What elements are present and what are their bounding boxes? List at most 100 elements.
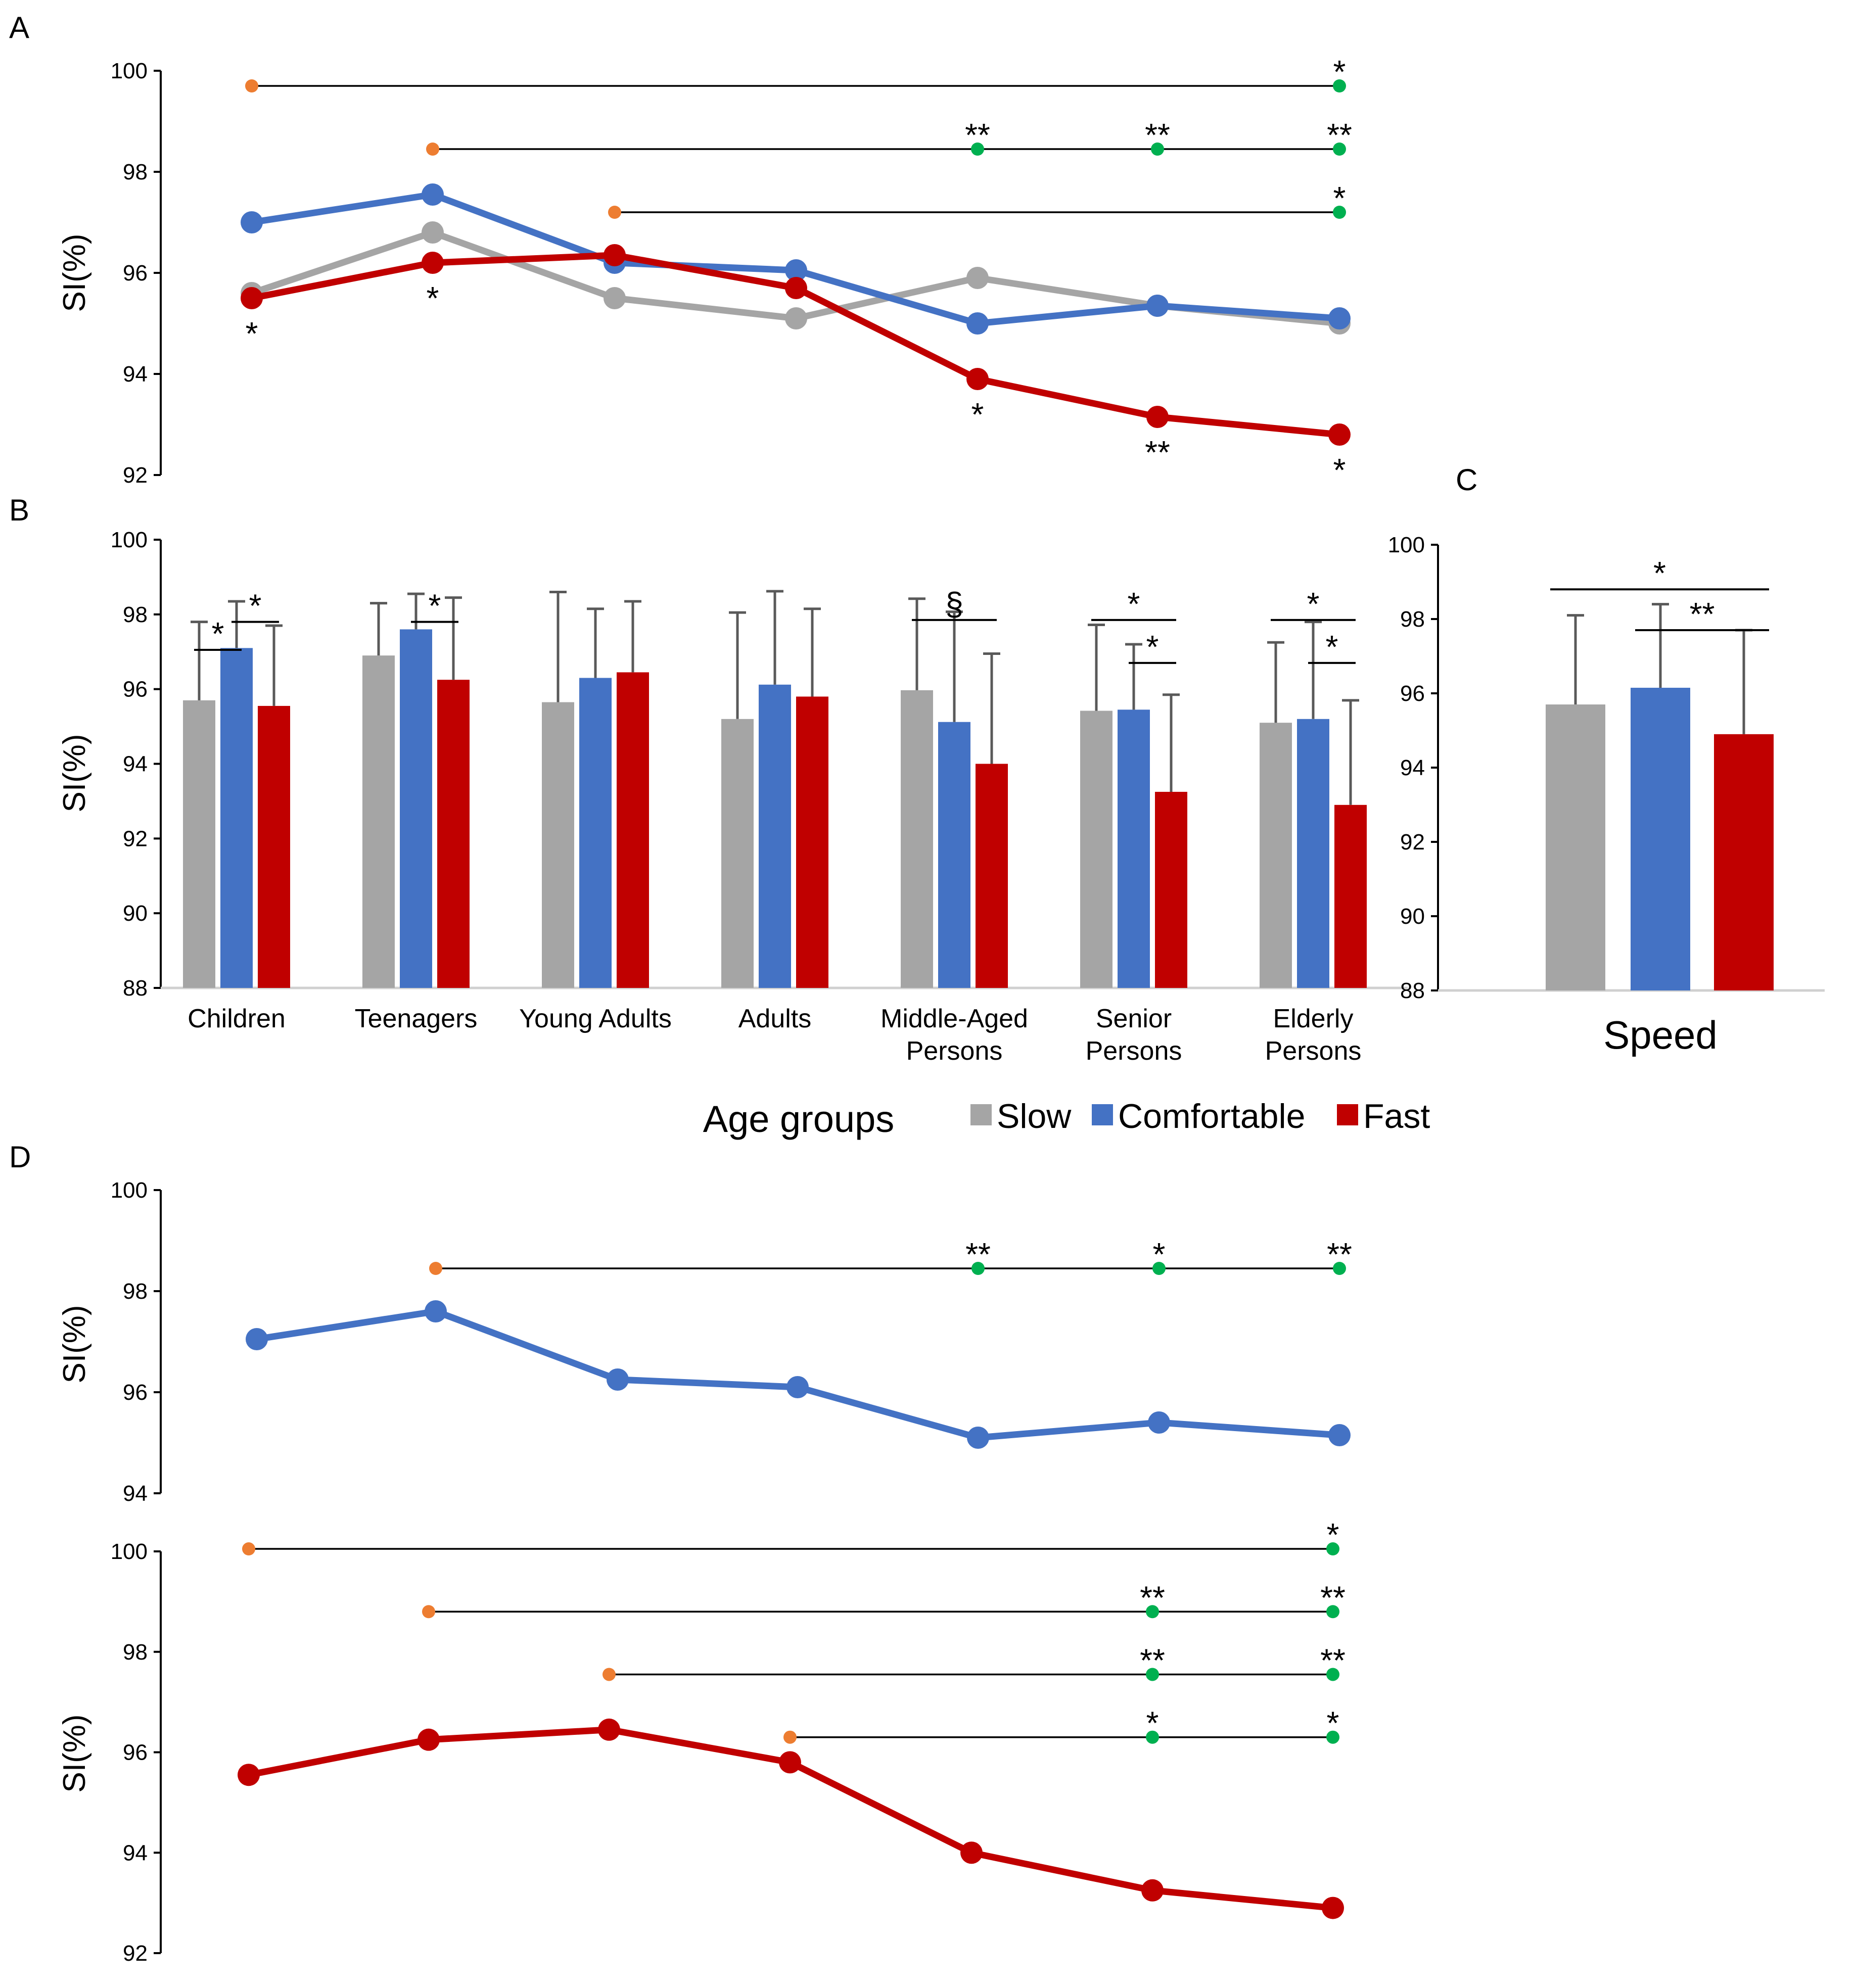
panel-d-bottom-significance-dot <box>1326 1730 1339 1744</box>
panel-a-reference-dot <box>245 79 258 92</box>
legend-swatch-slow <box>970 1104 992 1125</box>
panel-a-data-point-fast <box>604 244 626 266</box>
panel-d-top-significance-dot <box>1333 1262 1346 1275</box>
panel-a-significance-dot <box>1333 206 1346 219</box>
panel-d-bottom-data-point-fast <box>1141 1879 1164 1902</box>
panel-d-top-significance-dot <box>1152 1262 1166 1275</box>
panel-b-category-label: Persons <box>1265 1036 1362 1066</box>
panel-d-top-data-point-comfortable <box>786 1376 809 1398</box>
panel-a-significance-dot <box>1151 143 1164 156</box>
panel-d-bottom-significance-label: * <box>1327 1517 1339 1553</box>
panel-d-bottom-y-tick-label: 98 <box>123 1640 148 1665</box>
panel-b-bar-slow <box>721 719 754 988</box>
panel-b-category-label: Young Adults <box>519 1004 672 1033</box>
panel-d-top-significance-dot <box>971 1262 985 1275</box>
legend-swatch-comfortable <box>1092 1104 1113 1125</box>
panel-b-bar-comfortable <box>759 684 791 988</box>
panel-d-top-y-axis-label: SI(%) <box>57 1305 92 1384</box>
panel-c-significance-label: ** <box>1690 596 1715 632</box>
panel-b-category-label: Elderly <box>1273 1004 1354 1033</box>
panel-b-bar-comfortable <box>220 648 253 988</box>
panel-b-bar-fast <box>1334 804 1367 988</box>
panel-a-significance-label: * <box>1333 54 1346 90</box>
panel-a-series-line-comfortable <box>248 191 1343 327</box>
panel-d-bottom-reference-dot <box>422 1605 435 1619</box>
panel-c-y-tick-label: 94 <box>1400 755 1425 780</box>
panel-a-point-annotation: * <box>427 280 439 316</box>
panel-a-significance-label: ** <box>965 117 990 153</box>
panel-a-data-point-fast <box>1328 423 1351 446</box>
panel-d-top-data-point-comfortable <box>607 1368 629 1391</box>
panel-c-bar-comfortable <box>1631 687 1690 990</box>
panel-d-bottom-y-tick-label: 94 <box>123 1840 148 1865</box>
panel-b-category-label: Senior <box>1096 1004 1172 1033</box>
panel-a-significance-label: * <box>1333 180 1346 216</box>
panel-b-bar-slow <box>362 655 395 988</box>
panel-a-data-point-comfortable <box>241 211 263 233</box>
panel-d-bottom-significance-dot <box>1326 1668 1339 1681</box>
panel-letter-b: B <box>9 493 29 527</box>
panel-d-bottom-reference-dot <box>602 1668 616 1681</box>
panel-b-category-label: Persons <box>1086 1036 1182 1066</box>
panel-a-point-annotation: * <box>971 396 984 433</box>
panel-d-bottom-data-point-fast <box>418 1728 440 1751</box>
panel-d-top-y-tick-label: 98 <box>123 1279 148 1304</box>
panel-b-bar-slow <box>1260 723 1292 988</box>
panel-b-significance-label: * <box>1326 629 1338 665</box>
panel-d-bottom-y-axis-label: SI(%) <box>57 1715 92 1793</box>
panel-c-y-tick-label: 100 <box>1388 533 1425 557</box>
panel-d-bottom-data-point-fast <box>960 1841 983 1864</box>
panel-a-significance-dot <box>1333 143 1346 156</box>
panel-a-data-point-fast <box>422 252 444 274</box>
panel-b-y-tick-label: 90 <box>123 901 148 926</box>
panel-a-data-point-slow <box>785 307 807 329</box>
panel-b-y-tick-label: 100 <box>111 528 148 552</box>
panel-b-bar-fast <box>258 705 290 988</box>
panel-d-bottom-data-point-fast <box>238 1764 260 1786</box>
panel-c-y-tick-label: 90 <box>1400 904 1425 929</box>
panel-a-data-point-slow <box>422 221 444 244</box>
panel-d-top-y-tick-label: 94 <box>123 1481 148 1506</box>
panel-d-bottom-reference-dot <box>783 1730 797 1744</box>
panel-b-significance-label: * <box>429 588 441 624</box>
panel-d-top-data-point-comfortable <box>1328 1424 1351 1446</box>
panel-c-bar-slow <box>1546 704 1605 990</box>
panel-a-point-annotation: * <box>246 315 258 352</box>
panel-d-bottom-y-tick-label: 96 <box>123 1740 148 1765</box>
panel-d-top-reference-dot <box>429 1262 442 1275</box>
panel-b-bar-comfortable <box>579 678 612 988</box>
panel-d-top-y-tick-label: 96 <box>123 1380 148 1405</box>
panel-a-data-point-slow <box>966 267 989 289</box>
panel-b-bar-comfortable <box>938 722 970 988</box>
panel-b-category-label: Children <box>188 1004 286 1033</box>
panel-a-y-axis-label: SI(%) <box>57 234 92 312</box>
panel-a-data-point-fast <box>1146 406 1169 428</box>
panel-b-significance-label: * <box>249 588 262 624</box>
panel-b-significance-label: * <box>212 616 224 652</box>
panel-d-top-significance-label: ** <box>965 1236 991 1272</box>
panel-b-y-tick-label: 96 <box>123 677 148 702</box>
panel-a-data-point-fast <box>785 277 807 299</box>
panel-d-top-series-line-comfortable <box>253 1308 1343 1441</box>
panel-a-y-tick-label: 92 <box>123 463 148 488</box>
panel-b-significance-label: * <box>1307 586 1320 622</box>
panel-a-significance-dot <box>1333 79 1346 92</box>
panel-a-y-tick-label: 96 <box>123 261 148 286</box>
panel-a-data-point-comfortable <box>1146 295 1169 317</box>
panel-b-y-axis-label: SI(%) <box>57 734 92 813</box>
panel-c-y-tick-label: 92 <box>1400 830 1425 855</box>
panel-a-point-annotation: ** <box>1145 434 1170 470</box>
panel-a-reference-dot <box>426 143 439 156</box>
panel-d-bottom-y-tick-label: 100 <box>111 1539 148 1564</box>
panel-a-data-point-fast <box>966 368 989 390</box>
panel-d-top-data-point-comfortable <box>967 1427 989 1449</box>
panel-b-category-label: Adults <box>738 1004 812 1033</box>
panel-b-bar-fast <box>976 764 1008 988</box>
panel-d-bottom-significance-label: ** <box>1320 1642 1346 1678</box>
panel-b-bar-slow <box>542 702 574 988</box>
panel-a-reference-dot <box>608 206 621 219</box>
panel-b-bar-fast <box>437 680 470 988</box>
